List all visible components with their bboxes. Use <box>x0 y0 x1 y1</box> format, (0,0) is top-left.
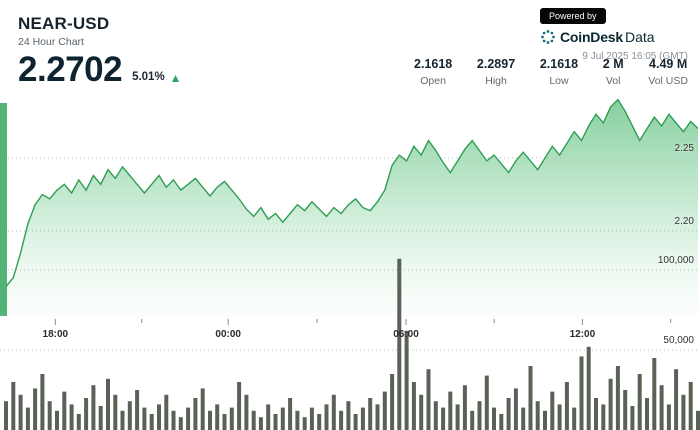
time-axis-label: 00:00 <box>215 329 241 340</box>
timestamp: 9 Jul 2025 16:05 (GMT) <box>582 51 688 62</box>
stat-open: 2.1618 Open <box>414 57 452 87</box>
coindesk-logo-icon <box>541 30 555 44</box>
stat-volume-usd: 4.49 M Vol USD <box>648 57 688 87</box>
coindesk-logo-text: CoinDesk <box>560 29 623 45</box>
stat-value: 4.49 M <box>649 57 688 71</box>
time-axis-label: 06:00 <box>393 329 419 340</box>
stat-label: Low <box>549 75 569 87</box>
price-change-percent: 5.01% <box>132 71 165 83</box>
volume-axis-label: 100,000 <box>657 255 694 266</box>
stat-volume: 2 M Vol <box>603 57 624 87</box>
stat-label: Vol <box>605 75 621 87</box>
gridlines <box>0 157 700 351</box>
time-axis-label: 12:00 <box>569 329 596 340</box>
stat-low: 2.1618 Low <box>540 57 578 87</box>
price-axis-label: 2.25 <box>674 143 694 154</box>
powered-by-badge[interactable]: Powered by <box>540 8 606 24</box>
price-row: 2.2702 5.01% ▲ <box>18 52 182 87</box>
stat-value: 2.1618 <box>539 57 579 71</box>
stat-value: 2.2897 <box>476 57 516 71</box>
chart-subtitle: 24 Hour Chart <box>18 36 84 48</box>
coindesk-data-text: Data <box>624 29 655 45</box>
pair-title: NEAR-USD <box>18 14 110 33</box>
stat-label: Vol USD <box>648 75 688 87</box>
price-axis-label: 2.20 <box>674 216 694 227</box>
branding-block: Powered by CoinDesk Data 9 Jul 2025 16:0… <box>540 8 688 62</box>
stat-value: 2.1618 <box>414 57 453 71</box>
stats-row: 2.1618 Open 2.2897 High 2.1618 Low 2 M V… <box>414 57 688 87</box>
left-edge-accent <box>0 103 7 316</box>
time-axis-label: 18:00 <box>42 329 69 340</box>
stat-label: High <box>485 75 507 87</box>
price-up-arrow-icon: ▲ <box>169 71 182 85</box>
stat-label: Open <box>420 75 446 87</box>
volume-bars <box>4 258 700 430</box>
price-area <box>6 99 698 316</box>
stat-value: 2 M <box>602 57 624 71</box>
coindesk-logo[interactable]: CoinDesk Data <box>540 29 688 45</box>
volume-axis-label: 50,000 <box>663 335 694 346</box>
current-price: 2.2702 <box>18 50 123 89</box>
stat-high: 2.2897 High <box>477 57 515 87</box>
price-line <box>5 98 699 287</box>
x-axis-ticks <box>54 319 672 325</box>
